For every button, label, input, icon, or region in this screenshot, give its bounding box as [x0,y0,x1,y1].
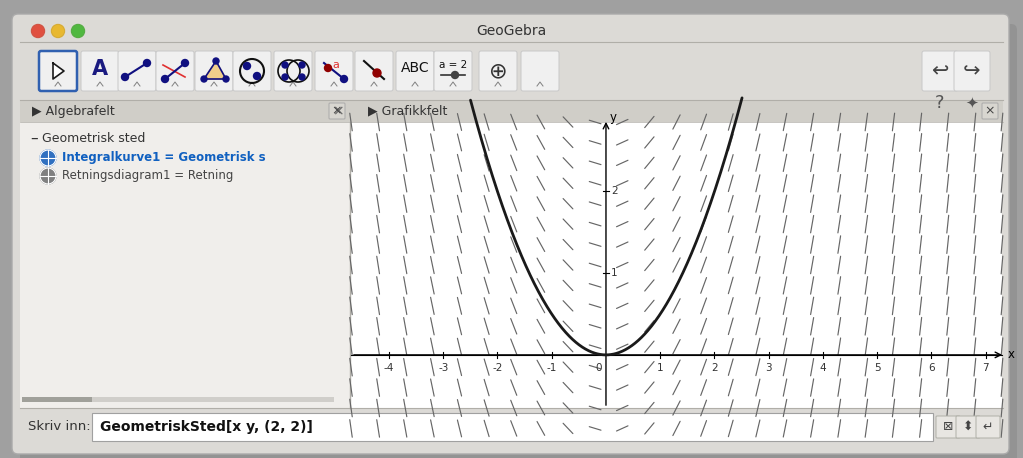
Text: 2: 2 [711,363,718,373]
FancyBboxPatch shape [954,51,990,91]
Circle shape [341,76,348,82]
Text: ×: × [331,104,343,118]
Text: -1: -1 [546,363,557,373]
Circle shape [162,76,169,82]
Text: 3: 3 [765,363,772,373]
Text: 1: 1 [657,363,664,373]
Text: 4: 4 [819,363,827,373]
Text: Geometrisk sted: Geometrisk sted [42,131,145,145]
Bar [23,397,333,402]
Text: A: A [92,59,108,79]
Text: a: a [332,60,339,70]
Circle shape [324,65,331,71]
FancyBboxPatch shape [976,416,1000,438]
FancyBboxPatch shape [355,51,393,91]
Text: Integralkurve1 = Geometrisk s: Integralkurve1 = Geometrisk s [62,152,266,164]
Bar [20,100,1003,122]
Circle shape [40,168,56,184]
Text: 7: 7 [982,363,989,373]
Text: ×: × [332,104,344,118]
Circle shape [122,73,129,81]
Text: –: – [30,131,38,146]
Text: 1: 1 [611,268,618,278]
FancyBboxPatch shape [155,51,194,91]
Bar [92,413,933,441]
Circle shape [72,24,85,38]
FancyBboxPatch shape [479,51,517,91]
Text: ↵: ↵ [983,420,993,434]
Text: -4: -4 [384,363,394,373]
Circle shape [282,74,288,80]
FancyBboxPatch shape [957,416,980,438]
FancyBboxPatch shape [982,103,998,119]
Text: Retningsdiagram1 = Retning: Retningsdiagram1 = Retning [62,169,233,182]
Circle shape [243,62,251,70]
Circle shape [373,69,381,77]
Polygon shape [204,61,226,79]
Text: 0: 0 [595,363,603,373]
FancyBboxPatch shape [922,51,958,91]
Polygon shape [53,63,64,79]
Circle shape [181,60,188,66]
FancyBboxPatch shape [315,51,353,91]
Text: -2: -2 [492,363,502,373]
Text: ↪: ↪ [964,61,981,81]
Text: ⬍: ⬍ [963,420,973,434]
Bar [20,42,1003,100]
Text: -3: -3 [438,363,448,373]
FancyBboxPatch shape [39,51,77,91]
Circle shape [32,24,44,38]
Text: ?: ? [935,94,945,112]
FancyBboxPatch shape [118,51,155,91]
Bar [20,408,1003,446]
FancyBboxPatch shape [434,51,472,91]
Text: ⊠: ⊠ [943,420,953,434]
Text: a = 2: a = 2 [439,60,468,70]
Circle shape [51,24,64,38]
FancyBboxPatch shape [12,14,1009,454]
Bar [23,397,92,402]
FancyBboxPatch shape [329,103,345,119]
Text: 6: 6 [928,363,935,373]
Text: y: y [610,110,617,124]
FancyBboxPatch shape [20,20,1003,42]
Text: ▶ Grafikkfelt: ▶ Grafikkfelt [368,104,447,118]
FancyBboxPatch shape [81,51,119,91]
Text: ABC: ABC [401,61,430,75]
Circle shape [282,62,288,68]
FancyBboxPatch shape [195,51,233,91]
Circle shape [223,76,229,82]
Circle shape [40,150,56,166]
FancyBboxPatch shape [936,416,960,438]
Circle shape [299,62,305,68]
FancyBboxPatch shape [396,51,434,91]
Circle shape [201,76,207,82]
Text: GeometriskSted[x y, (2, 2)]: GeometriskSted[x y, (2, 2)] [100,420,313,434]
Text: GeoGebra: GeoGebra [477,24,546,38]
FancyBboxPatch shape [274,51,312,91]
Text: x: x [1008,349,1015,361]
Circle shape [451,71,458,78]
Bar [20,122,350,408]
Text: ⊕: ⊕ [489,61,507,81]
FancyBboxPatch shape [233,51,271,91]
Text: ✦: ✦ [966,96,978,110]
Text: ×: × [985,104,995,118]
Text: Skriv inn:: Skriv inn: [28,420,91,434]
Bar [351,122,1002,408]
Circle shape [143,60,150,66]
FancyBboxPatch shape [20,24,1017,458]
Text: 5: 5 [874,363,881,373]
Text: ↩: ↩ [931,61,948,81]
Text: 2: 2 [611,186,618,196]
FancyBboxPatch shape [521,51,559,91]
Circle shape [213,58,219,64]
Text: ▶ Algebrafelt: ▶ Algebrafelt [32,104,115,118]
Circle shape [254,72,261,80]
Circle shape [299,74,305,80]
